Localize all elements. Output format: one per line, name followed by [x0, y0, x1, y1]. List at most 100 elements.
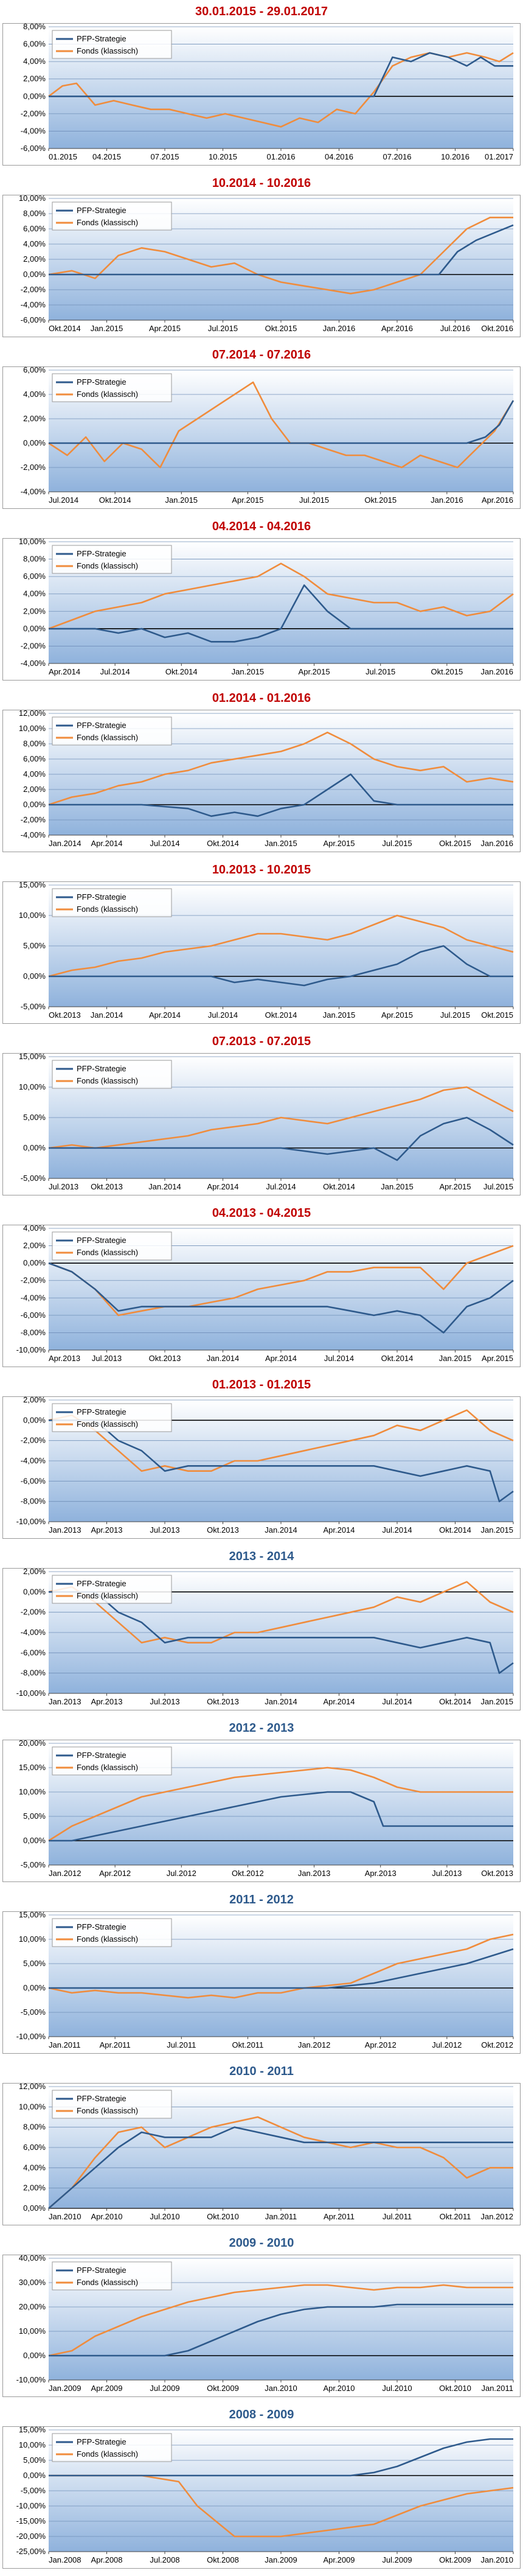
legend-item-fund: Fonds (klassisch) — [77, 390, 138, 399]
series-line-strategy — [49, 1116, 514, 1161]
x-tick-label: Apr.2011 — [324, 2212, 355, 2221]
y-tick-label: -2,00% — [21, 1608, 46, 1617]
series-line-fund — [48, 2116, 513, 2209]
x-tick-label: Apr.2011 — [100, 2040, 131, 2049]
x-tick-label: Jan.2015 — [481, 1697, 514, 1706]
legend-box — [52, 1575, 172, 1604]
y-tick-label: 0,00% — [23, 1983, 46, 1992]
chart-title: 01.2014 - 01.2016 — [212, 691, 311, 705]
x-tick-label: Jan.2010 — [481, 2555, 514, 2564]
x-tick-label: Apr.2015 — [299, 667, 330, 676]
y-tick-label: 10,00% — [19, 538, 46, 546]
x-tick-label: Okt.2014 — [381, 1354, 414, 1363]
y-tick-label: -2,00% — [21, 463, 46, 472]
chart-svg: 6,00% 4,00% 2,00% 0,00% -2,00% -4,00%Jul.2014… — [2, 366, 521, 509]
legend-item-fund: Fonds (klassisch) — [77, 1591, 138, 1600]
x-tick-label: Okt.2015 — [481, 1010, 513, 1020]
legend-box — [52, 888, 172, 917]
series-line-fund — [48, 731, 514, 806]
y-tick-label: 2,00% — [23, 1568, 46, 1576]
x-tick-label: Jul.2014 — [266, 1182, 296, 1191]
y-tick-label: -6,00% — [21, 144, 46, 153]
x-tick-label: Jul.2012 — [167, 1869, 196, 1878]
y-tick-label: 0,00% — [23, 624, 46, 633]
x-tick-label: Okt.2013 — [207, 1525, 239, 1535]
x-tick-label: Okt.2015 — [265, 324, 297, 333]
x-tick-label: Apr.2008 — [91, 2555, 122, 2564]
legend: PFP-Strategie Fonds (klassisch) — [52, 1231, 172, 1261]
x-tick-label: 01.2015 — [49, 152, 77, 161]
x-tick-label: Okt.2013 — [49, 1010, 81, 1020]
y-tick-label: 5,00% — [23, 1959, 46, 1968]
x-tick-label: Jan.2012 — [49, 1869, 81, 1878]
chart-panel: 10.2013 - 10.2015 15,00% 10,00% 5,00% 0,00% -… — [0, 858, 523, 1030]
legend-box — [52, 1746, 172, 1776]
series-line-strategy — [49, 1419, 514, 1502]
x-tick-label: Jul.2014 — [49, 495, 78, 505]
y-tick-label: -6,00% — [21, 1476, 46, 1485]
y-tick-label: 0,00% — [23, 1415, 46, 1424]
x-tick-label: Apr.2016 — [381, 324, 413, 333]
legend-item-strategy: PFP-Strategie — [77, 549, 126, 558]
x-tick-label: Okt.2010 — [207, 2212, 239, 2221]
x-tick-label: Jul.2009 — [150, 2384, 179, 2393]
legend-item-fund: Fonds (klassisch) — [77, 1248, 138, 1257]
legend: PFP-Strategie Fonds (klassisch) — [52, 2433, 172, 2462]
x-tick-label: Jan.2015 — [265, 839, 297, 848]
chart-svg: 12,00% 10,00% 8,00% 6,00% 4,00% 2,00% 0,00% -2,… — [2, 710, 521, 852]
chart-panel: 30.01.2015 - 29.01.2017 8,00% 6,00% 4,00% 2,… — [0, 0, 523, 172]
y-tick-label: 15,00% — [19, 881, 46, 889]
y-tick-label: -2,00% — [21, 109, 46, 118]
x-tick-label: Jan.2014 — [49, 839, 81, 848]
x-tick-label: Okt.2015 — [439, 839, 471, 848]
chart-panel: 2009 - 2010 40,00% 30,00% 20,00% 10,00% 0,00%… — [0, 2231, 523, 2403]
x-tick-label: Jan.2016 — [323, 324, 356, 333]
y-tick-label: 0,00% — [23, 800, 46, 809]
x-tick-label: Jan.2009 — [49, 2384, 81, 2393]
series-line-fund — [48, 914, 514, 978]
y-tick-label: -6,00% — [21, 1648, 46, 1657]
legend-box — [52, 201, 172, 231]
series-line-strategy — [49, 1591, 514, 1674]
chart-title: 2011 - 2012 — [229, 1893, 294, 1906]
chart-svg: 15,00%10,00%5,00%0,00%-5,00%-10,00%Jan.2… — [2, 1911, 521, 2054]
chart-title: 07.2014 - 07.2016 — [212, 348, 311, 362]
chart-svg: 15,00% 10,00% 5,00% 0,00% -5,00%Okt.2013 Jan.… — [2, 881, 521, 1024]
x-tick-label: Jul.2013 — [92, 1354, 122, 1363]
x-tick-label: Apr.2014 — [49, 667, 80, 676]
x-tick-label: Okt.2012 — [232, 1869, 264, 1878]
x-tick-label: 07.2015 — [151, 152, 179, 161]
y-tick-label: 5,00% — [23, 2455, 46, 2465]
y-tick-label: 0,00% — [23, 438, 46, 447]
y-tick-label: 6,00% — [23, 754, 46, 763]
y-tick-label: 5,00% — [23, 941, 46, 950]
legend-item-strategy: PFP-Strategie — [77, 1064, 126, 1073]
y-tick-label: 6,00% — [23, 224, 46, 233]
x-tick-label: Apr.2015 — [482, 1354, 513, 1363]
legend-item-fund: Fonds (klassisch) — [77, 1076, 138, 1085]
legend-item-strategy: PFP-Strategie — [77, 1751, 126, 1760]
x-tick-label: Apr.2014 — [323, 1525, 355, 1535]
series-line-fund — [48, 1409, 514, 1472]
x-tick-label: Jan.2014 — [148, 1182, 181, 1191]
x-tick-label: Okt.2014 — [439, 1525, 471, 1535]
series-line-strategy — [49, 945, 513, 987]
x-tick-label: Okt.2009 — [439, 2555, 471, 2564]
x-tick-label: Jan.2015 — [232, 667, 265, 676]
chart-svg: 15,00% 10,00% 5,00% 0,00% -5,00%Jul.2013 Okt.… — [2, 1053, 521, 1195]
series-line-strategy — [49, 52, 513, 97]
legend-box — [52, 373, 172, 402]
y-tick-label: -5,00% — [21, 2007, 46, 2017]
chart-title: 2008 - 2009 — [229, 2408, 294, 2421]
y-tick-label: 15,00% — [19, 2426, 46, 2434]
x-tick-label: Okt.2013 — [149, 1354, 181, 1363]
y-tick-label: 30,00% — [19, 2278, 46, 2287]
x-tick-label: Okt.2014 — [265, 1010, 297, 1020]
x-tick-label: Okt.2015 — [431, 667, 463, 676]
x-tick-label: Jan.2011 — [49, 2040, 81, 2049]
legend: PFP-Strategie Fonds (klassisch) — [52, 1575, 172, 1604]
y-tick-label: 0,00% — [23, 91, 46, 100]
legend-item-fund: Fonds (klassisch) — [77, 46, 138, 55]
x-tick-label: Okt.2014 — [439, 1697, 471, 1706]
y-tick-label: -2,00% — [21, 1276, 46, 1285]
